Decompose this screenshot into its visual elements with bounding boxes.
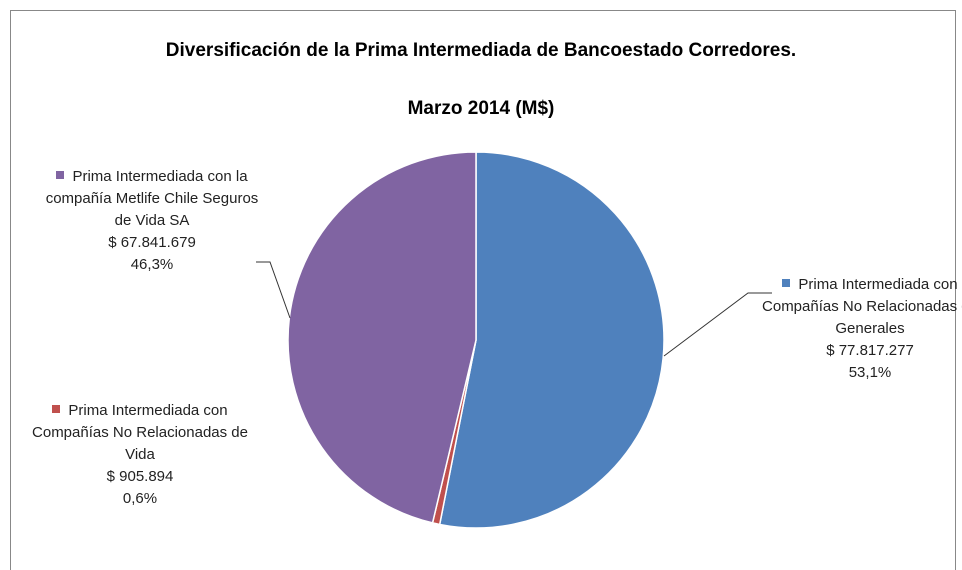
- legend-marker: [782, 279, 791, 287]
- data-label: Prima Intermediada con la compañía Metli…: [42, 166, 262, 276]
- category-label: Prima Intermediada con Compañías No Rela…: [20, 400, 260, 466]
- data-label: Prima Intermediada con Compañías No Rela…: [760, 274, 962, 384]
- category-name: Prima Intermediada con la compañía Metli…: [45, 168, 259, 229]
- value-label: $ 77.817.277: [826, 342, 914, 359]
- pie-slice: [287, 151, 477, 524]
- percent-label: 46,3%: [130, 256, 174, 273]
- pie-slice: [438, 151, 665, 529]
- leader-line: [256, 261, 291, 319]
- legend-marker: [56, 171, 65, 179]
- legend-marker: [52, 405, 61, 413]
- leader-line: [663, 292, 772, 357]
- percent-label: 53,1%: [848, 364, 892, 381]
- value-label: $ 905.894: [106, 468, 174, 485]
- value-label: $ 67.841.679: [108, 234, 196, 251]
- data-label: Prima Intermediada con Compañías No Rela…: [20, 400, 260, 510]
- chart-frame: [10, 10, 956, 570]
- percent-label: 0,6%: [122, 490, 158, 507]
- chart-title: Diversificación de la Prima Intermediada…: [165, 40, 797, 61]
- category-name: Prima Intermediada con Compañías No Rela…: [32, 402, 248, 463]
- chart-subtitle: Marzo 2014 (M$): [407, 98, 555, 119]
- category-label: Prima Intermediada con Compañías No Rela…: [760, 274, 962, 340]
- category-name: Prima Intermediada con Compañías No Rela…: [762, 276, 962, 337]
- category-label: Prima Intermediada con la compañía Metli…: [42, 166, 262, 232]
